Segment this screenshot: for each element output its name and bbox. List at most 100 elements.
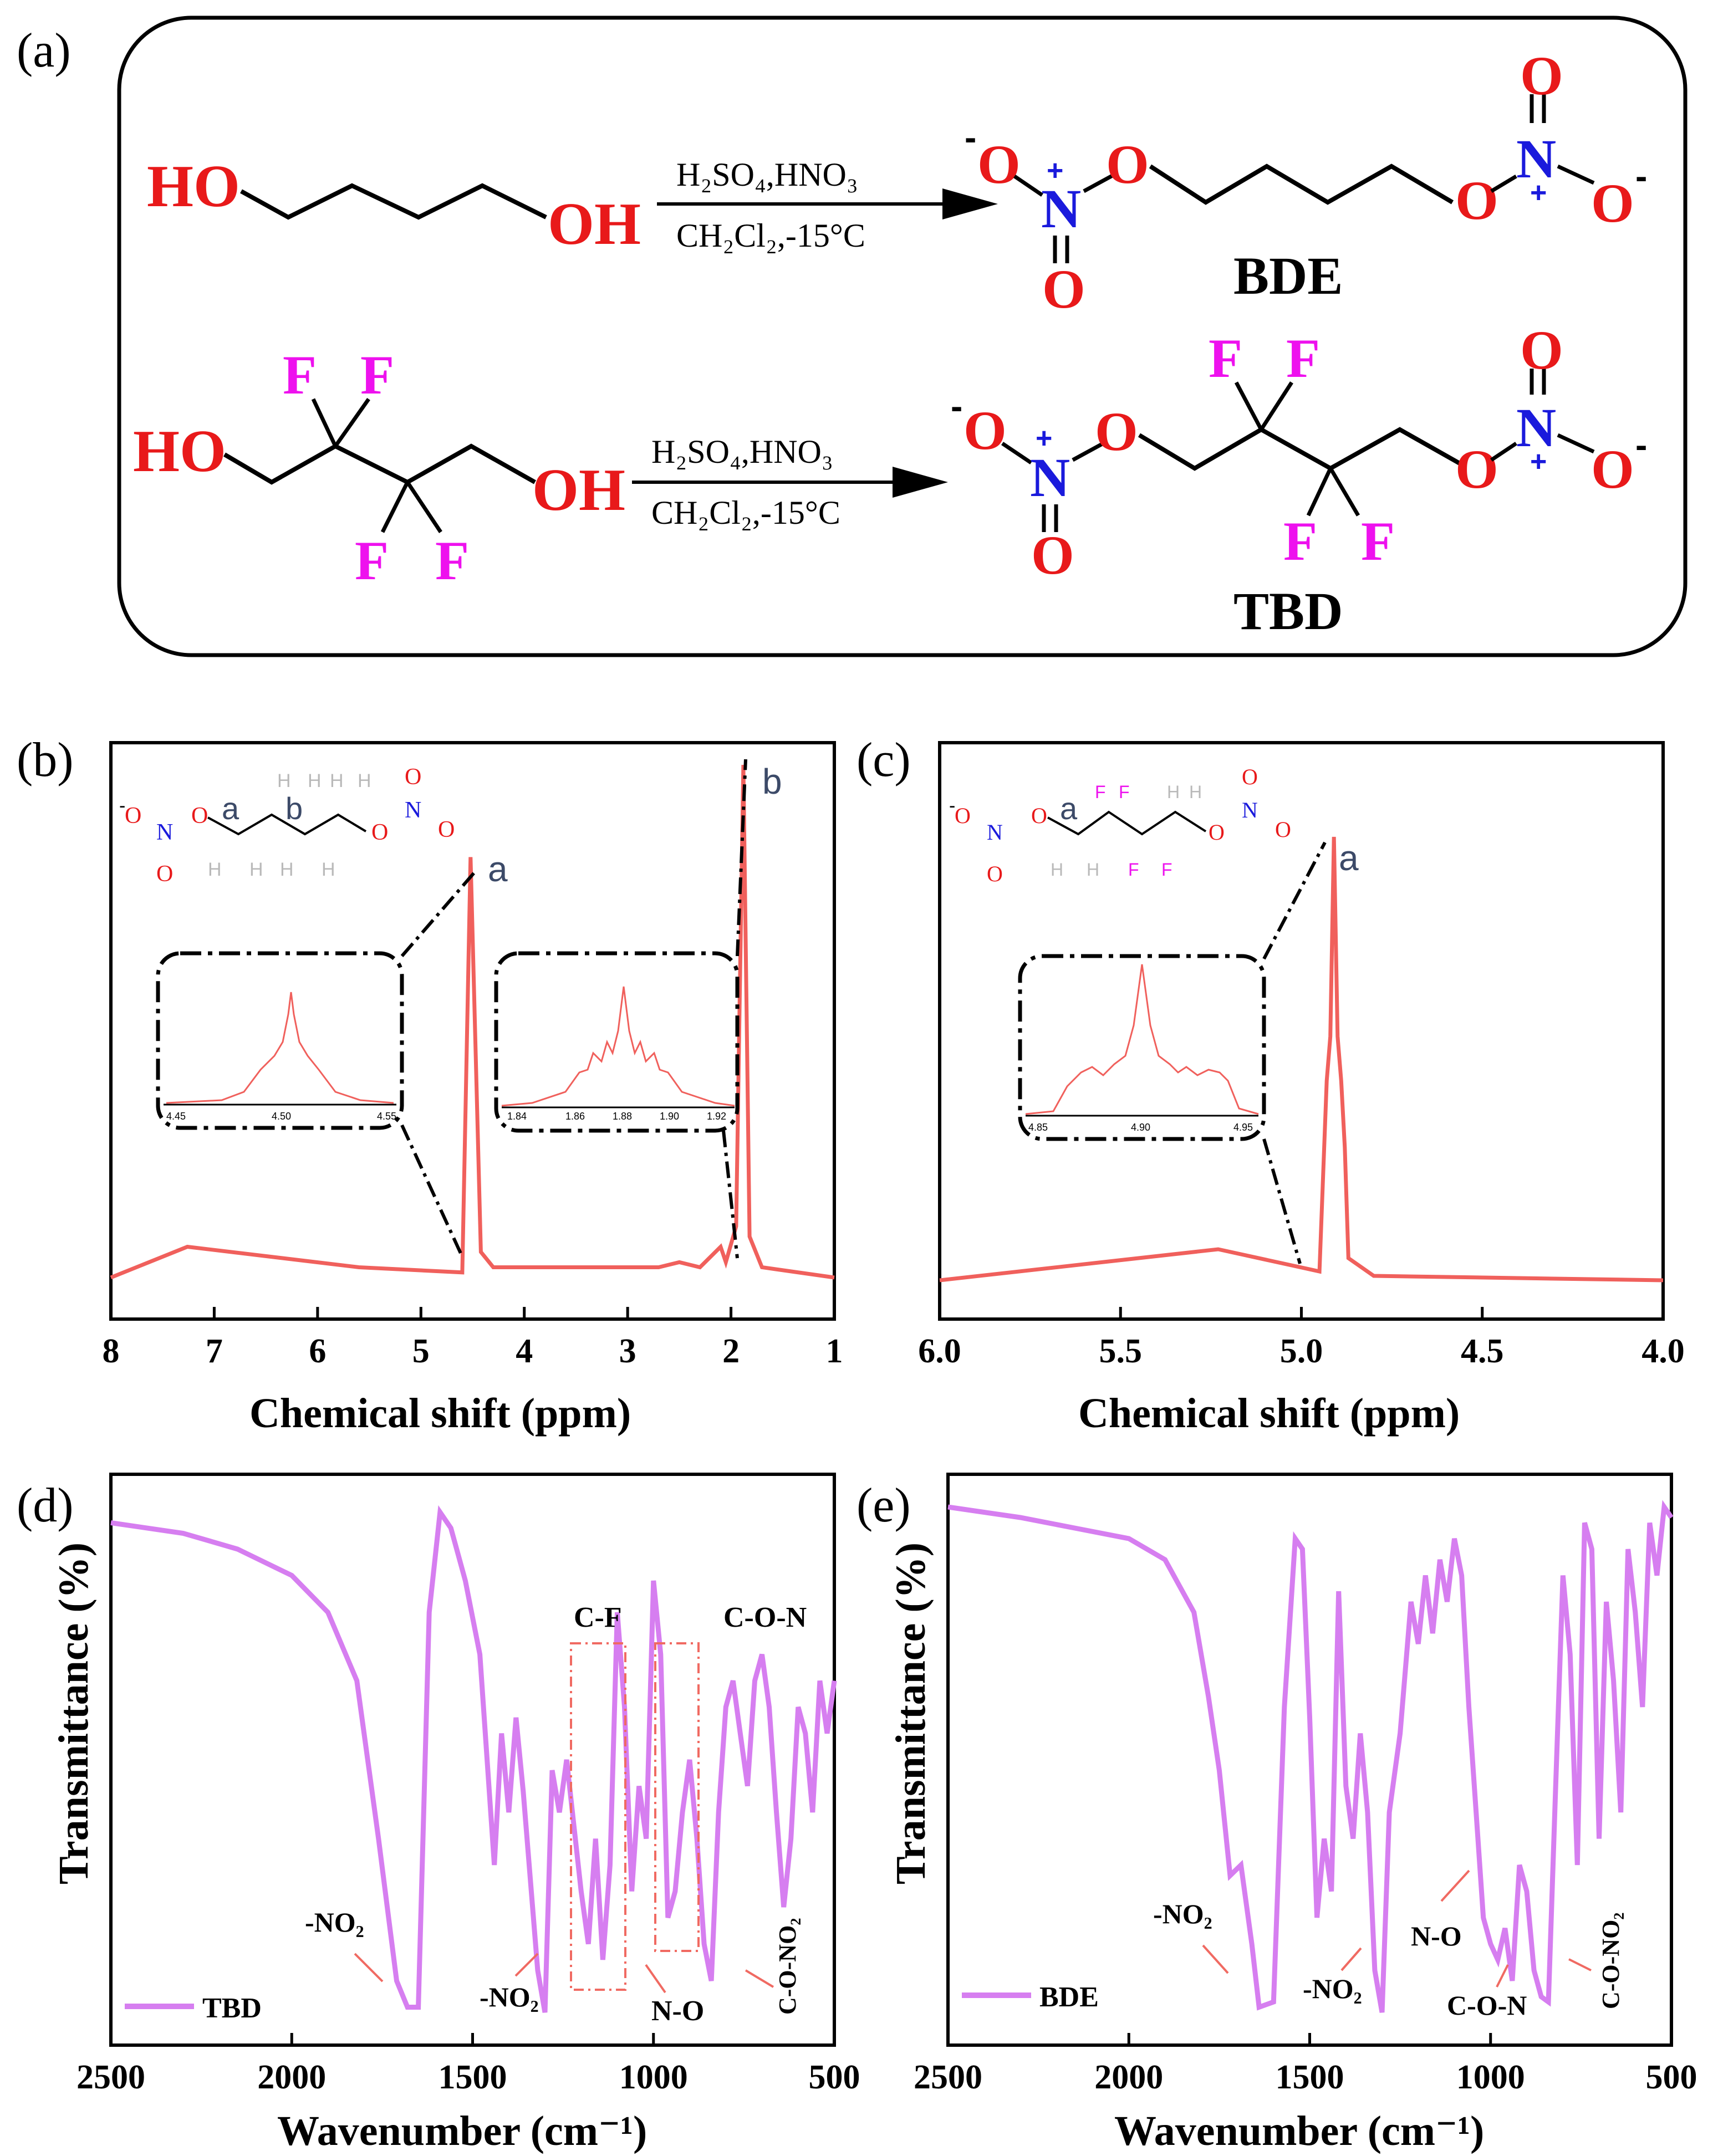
tbd-chain — [1138, 427, 1465, 471]
panel-d-arrow-2 — [514, 1953, 539, 1977]
panel-d-tick-label: 1000 — [619, 2058, 688, 2096]
panel-b-inset-a-box — [156, 951, 404, 1130]
tbd-cf-2 — [1260, 381, 1293, 431]
tbd-f-4: F — [1361, 510, 1395, 572]
panel-e: (e) 2500 2000 1500 1000 500 Transmittance (%… — [857, 1473, 1697, 2154]
b-struct-b: b — [286, 791, 303, 826]
b-struct-chain — [207, 813, 367, 836]
r2-diol-chain — [223, 443, 536, 485]
r2-f-3: F — [355, 530, 389, 591]
reaction-2: HO F F F F OH H₂SO₄,HNO₃ CH₂Cl₂,-15°C - … — [133, 319, 1647, 641]
tbd-cf-3 — [1306, 467, 1333, 517]
bde-plus-right: + — [1530, 177, 1547, 209]
b-struct-o-4: O — [371, 820, 388, 845]
panel-a-label: (a) — [17, 24, 71, 78]
r2-cf-1 — [311, 398, 338, 447]
panel-c-inset-box — [1018, 954, 1266, 1141]
r2-cf-3 — [380, 481, 410, 533]
panel-c-inset-trace — [1025, 964, 1259, 1115]
c-struct-h-3: H — [1051, 860, 1063, 880]
bde-o-ester-right: O — [1455, 170, 1498, 231]
panel-b-inset-a-tick-2: 4.50 — [272, 1111, 291, 1122]
panel-e-ann-cono2: C-O-NO₂ — [1597, 1913, 1624, 2010]
c-struct-a: a — [1060, 791, 1078, 826]
tbd-bond-o-n-left — [1001, 442, 1032, 464]
panel-b-tick-label: 7 — [206, 1332, 223, 1370]
c-struct-f-4: F — [1161, 860, 1172, 880]
b-struct-o-1: O — [125, 803, 141, 829]
panel-d-no-box — [654, 1642, 700, 1952]
r2-ho: HO — [133, 418, 226, 484]
panel-b-tick-label: 1 — [826, 1332, 843, 1370]
tbd-o-ester-right: O — [1455, 438, 1498, 500]
panel-d-ann-con: C-O-N — [723, 1602, 807, 1633]
panel-d-legend-label: TBD — [202, 1992, 262, 2024]
bde-chain — [1149, 164, 1454, 205]
panel-e-ir-trace — [947, 1500, 1674, 2013]
tbd-o-ester-left: O — [1095, 401, 1138, 462]
panel-e-ann-no2-1: -NO₂ — [1153, 1898, 1212, 1929]
panel-b-label: (b) — [17, 733, 74, 787]
tbd-cf-4 — [1328, 467, 1360, 517]
panel-e-tick-label: 1000 — [1456, 2058, 1525, 2096]
panel-e-ylabel: Transmittance (%) — [888, 1542, 934, 1884]
b-struct-h-4: H — [358, 770, 371, 791]
r1-reagents-bottom: CH₂Cl₂,-15°C — [676, 217, 865, 254]
panel-d-tick-label: 2000 — [257, 2058, 326, 2096]
b-struct-o-6: O — [438, 817, 455, 842]
tbd-bond-n-o-left — [1072, 441, 1104, 462]
b-struct-n-1: N — [156, 820, 173, 845]
r1-reagents-top: H₂SO₄,HNO₃ — [676, 156, 858, 193]
panel-b-inset-b-tick-5: 1.92 — [707, 1111, 726, 1122]
panel-d-ann-no2-1: -NO₂ — [305, 1907, 364, 1938]
panel-e-arrow-5 — [1568, 1958, 1592, 1971]
panel-d-arrow-3 — [645, 1964, 666, 1994]
panel-b-xlabel: Chemical shift (ppm) — [249, 1390, 631, 1437]
panel-d-x-ticks: 2500 2000 1500 1000 500 — [77, 2033, 860, 2096]
panel-c-tick-label: 5.0 — [1280, 1332, 1323, 1370]
tbd-f-2: F — [1286, 328, 1320, 389]
panel-e-label: (e) — [857, 1479, 911, 1532]
panel-b-tick-label: 3 — [619, 1332, 636, 1370]
panel-b-inset-b-tick-4: 1.90 — [660, 1111, 679, 1122]
tbd-n-right: N — [1516, 397, 1556, 458]
panel-b-peak-a-label: a — [488, 849, 508, 889]
panel-e-legend-label: BDE — [1039, 1981, 1099, 2013]
panel-b-nmr-trace — [110, 764, 835, 1280]
bde-o-bottom-left: O — [1042, 258, 1085, 320]
bde-minus-right: - — [1635, 156, 1647, 196]
panel-b-inset-b-box — [494, 951, 740, 1133]
panel-b-inset-a-leader-2 — [400, 1124, 465, 1259]
tbd-minus-right: - — [1635, 425, 1647, 465]
panel-b: (b) 8 7 6 5 4 3 2 1 Chemical shift (ppm) a b - … — [17, 733, 843, 1437]
panel-b-inset-a-tick-3: 4.55 — [377, 1111, 396, 1122]
panel-b-tick-label: 4 — [516, 1332, 533, 1370]
r2-f-2: F — [360, 344, 394, 406]
b-struct-a: a — [222, 791, 239, 826]
r2-cf-2 — [334, 397, 370, 448]
panel-e-tick-label: 2500 — [914, 2058, 982, 2096]
panel-c-inset-tick-3: 4.95 — [1233, 1122, 1253, 1133]
c-struct-o-3: O — [1031, 803, 1047, 828]
r1-ho: HO — [147, 154, 240, 219]
panel-c-tick-label: 6.0 — [918, 1332, 961, 1370]
b-struct-h-8: H — [322, 859, 335, 880]
panel-d-cf-box — [570, 1642, 626, 1991]
panel-b-inset-b-tick-1: 1.84 — [507, 1111, 527, 1122]
bde-n-left: N — [1041, 178, 1081, 239]
panel-d-arrow-4 — [745, 1969, 774, 1988]
panel-c-plot-frame — [938, 741, 1665, 1321]
c-struct-f-3: F — [1128, 860, 1139, 880]
panel-d-arrow-1 — [354, 1953, 384, 1983]
c-struct-minus: - — [949, 795, 955, 816]
tbd-bond-n-o-right — [1557, 433, 1595, 454]
panel-e-arrow-2 — [1340, 1947, 1362, 1971]
panel-b-inset-b-leader-1 — [736, 759, 747, 957]
panel-b-inset-b-tick-3: 1.88 — [613, 1111, 632, 1122]
panel-e-tick-label: 1500 — [1276, 2058, 1344, 2096]
panel-b-tick-label: 5 — [412, 1332, 430, 1370]
b-struct-h-6: H — [249, 859, 263, 880]
tbd-o-right: O — [1591, 438, 1634, 500]
panel-b-inset-b-leader-2 — [722, 1130, 739, 1259]
panel-d-ir-trace — [110, 1505, 837, 2013]
